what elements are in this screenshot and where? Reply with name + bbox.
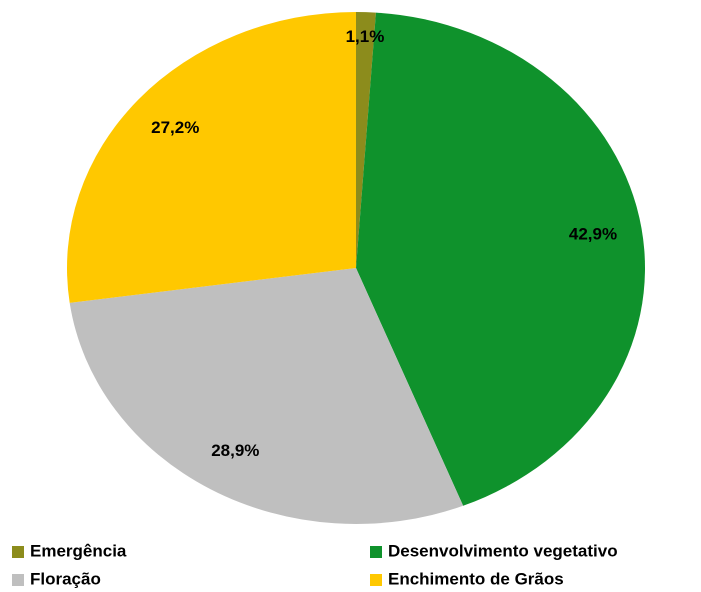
data-label: 28,9% (211, 441, 259, 460)
legend-swatch (12, 546, 24, 558)
legend-label: Floração (30, 569, 101, 588)
legend-label: Enchimento de Grãos (388, 569, 564, 588)
legend-swatch (12, 574, 24, 586)
pie-slice (356, 12, 645, 506)
data-label: 42,9% (569, 225, 617, 244)
legend-swatch (370, 546, 382, 558)
pie-slice (69, 268, 464, 524)
pie-slice (67, 12, 356, 303)
legend-swatch (370, 574, 382, 586)
data-label: 27,2% (151, 118, 199, 137)
pie-slice (356, 12, 376, 268)
legend-label: Desenvolvimento vegetativo (388, 541, 618, 560)
data-label: 1,1% (346, 27, 385, 46)
legend-label: Emergência (30, 541, 127, 560)
